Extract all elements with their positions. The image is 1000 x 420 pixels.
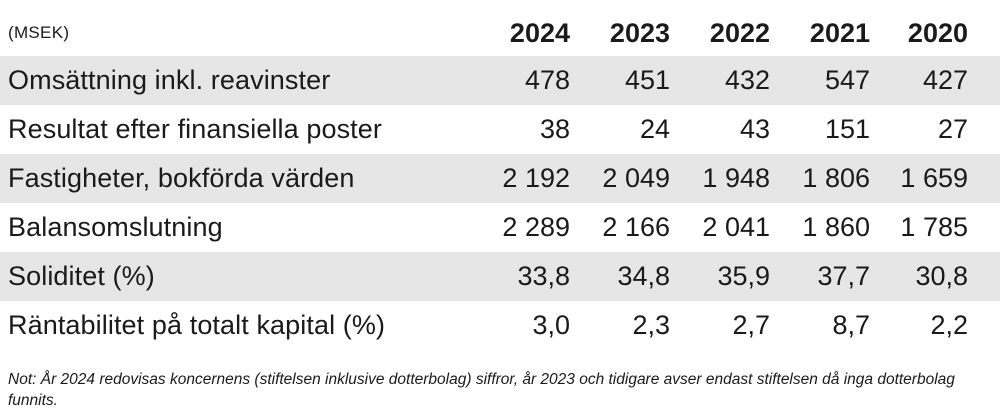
table-cell: 8,7 <box>832 310 870 340</box>
row-label: Balansomslutning <box>8 212 223 242</box>
table-cell: 451 <box>624 65 670 95</box>
row-label: Räntabilitet på totalt kapital (%) <box>8 310 386 340</box>
table-cell: 37,7 <box>817 261 870 291</box>
table-row: Soliditet (%) 33,8 34,8 35,9 37,7 30,8 <box>0 252 1000 301</box>
table-header-row: (MSEK) 2024 2023 2022 2021 2020 <box>0 10 1000 56</box>
table-cell: 30,8 <box>915 261 968 291</box>
row-label: Omsättning inkl. reavinster <box>8 65 331 95</box>
table-cell: 1 659 <box>900 163 968 193</box>
table-cell: 2 192 <box>502 163 570 193</box>
year-header-2021: 2021 <box>809 17 870 48</box>
table-cell: 427 <box>922 65 968 95</box>
row-label: Soliditet (%) <box>8 261 155 291</box>
table-cell: 2,2 <box>930 310 968 340</box>
key-figures-table: (MSEK) 2024 2023 2022 2021 2020 Omsättni… <box>0 10 1000 350</box>
table-cell: 1 806 <box>802 163 870 193</box>
table-cell: 2 166 <box>602 212 670 242</box>
table-cell: 2 041 <box>702 212 770 242</box>
table-cell: 24 <box>639 114 670 144</box>
table-cell: 33,8 <box>517 261 570 291</box>
table-cell: 34,8 <box>617 261 670 291</box>
table-cell: 432 <box>724 65 770 95</box>
table-row: Omsättning inkl. reavinster 478 451 432 … <box>0 56 1000 105</box>
table-cell: 547 <box>824 65 870 95</box>
table-cell: 2,7 <box>732 310 770 340</box>
table-cell: 27 <box>937 114 968 144</box>
year-header-2023: 2023 <box>609 17 670 48</box>
table-cell: 1 785 <box>900 212 968 242</box>
table-cell: 2 049 <box>602 163 670 193</box>
table-cell: 1 948 <box>702 163 770 193</box>
table-row: Balansomslutning 2 289 2 166 2 041 1 860… <box>0 203 1000 252</box>
table-cell: 2 289 <box>502 212 570 242</box>
table-cell: 35,9 <box>717 261 770 291</box>
table-cell: 38 <box>539 114 570 144</box>
table-cell: 151 <box>824 114 870 144</box>
table-cell: 2,3 <box>632 310 670 340</box>
footnote: Not: År 2024 redovisas koncernens (stift… <box>8 371 955 409</box>
table-row: Räntabilitet på totalt kapital (%) 3,0 2… <box>0 301 1000 350</box>
table-cell: 478 <box>524 65 570 95</box>
year-header-2020: 2020 <box>907 17 968 48</box>
table-cell: 3,0 <box>532 310 570 340</box>
year-header-2024: 2024 <box>509 17 570 48</box>
year-header-2022: 2022 <box>709 17 770 48</box>
row-label: Resultat efter finansiella poster <box>8 114 382 144</box>
row-label: Fastigheter, bokförda värden <box>8 163 355 193</box>
table-cell: 43 <box>739 114 770 144</box>
unit-label: (MSEK) <box>8 23 70 42</box>
table-row: Fastigheter, bokförda värden 2 192 2 049… <box>0 154 1000 203</box>
table-row: Resultat efter finansiella poster 38 24 … <box>0 105 1000 154</box>
table-cell: 1 860 <box>802 212 870 242</box>
